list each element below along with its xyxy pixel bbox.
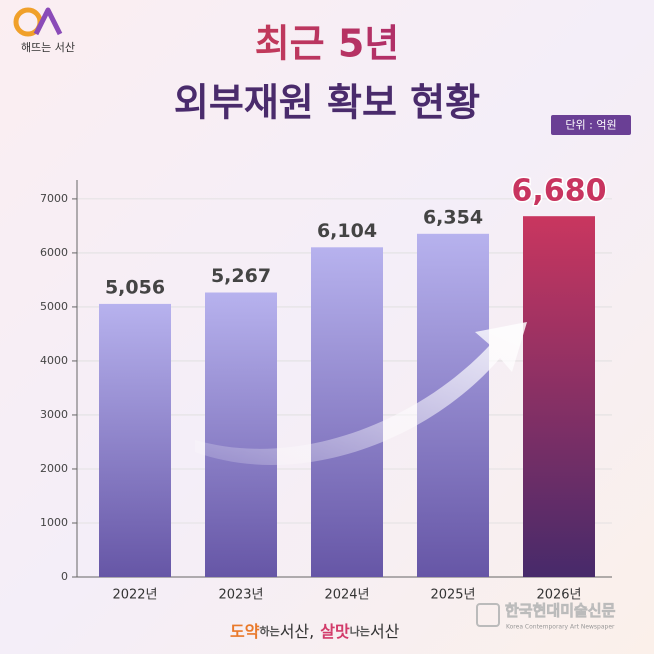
value-label: 6,354: [423, 206, 483, 228]
y-tick-label: 3000: [40, 408, 68, 421]
y-tick-label: 6000: [40, 246, 68, 259]
slogan-part: 나는: [350, 624, 370, 638]
x-tick-label: 2022년: [112, 588, 157, 603]
logo-mark: [33, 7, 63, 36]
value-label: 6,104: [317, 220, 377, 242]
slogan-part: 살맛: [320, 622, 350, 641]
slogan-part: 서산,: [280, 622, 315, 641]
x-tick-label: 2023년: [218, 588, 263, 603]
unit-badge: [551, 115, 631, 135]
unit-label: 단위 : 억원: [565, 119, 616, 132]
x-tick-label: 2024년: [324, 588, 369, 603]
trend-arrow: [195, 322, 527, 465]
publisher: 한국현대미술신문: [505, 602, 616, 620]
plot: 0 1000 2000 3000 4000 5000 6000 7000 2022년 5,056 2…: [40, 172, 612, 603]
bar: [205, 292, 277, 577]
bar: [99, 303, 171, 577]
y-tick-label: 4000: [40, 354, 68, 367]
y-tick-label: 0: [61, 570, 68, 583]
logo-text: 해뜨는 서산: [21, 40, 75, 54]
bar: [523, 216, 595, 577]
x-tick-label: 2026년: [536, 588, 581, 603]
slogan-part: 하는: [259, 624, 279, 638]
logo: 해뜨는 서산: [13, 7, 75, 54]
slogan-part: 도약: [230, 622, 260, 641]
value-label: 5,056: [105, 276, 165, 298]
slogan: 도약하는서산, 살맛나는서산: [230, 622, 400, 641]
chart-title: 최근 5년: [255, 22, 400, 66]
chart-title: 외부재원 확보 현황: [174, 81, 480, 125]
y-tick-label: 7000: [40, 192, 68, 205]
y-tick-label: 1000: [40, 516, 68, 529]
slogan-part: 서산: [370, 622, 400, 641]
y-tick-label: 2000: [40, 462, 68, 475]
publisher-en: Korea Contemporary Art Newspaper: [506, 624, 615, 631]
x-tick-label: 2025년: [430, 588, 475, 603]
value-label: 6,680: [512, 174, 607, 209]
publisher-logo: [476, 603, 500, 627]
y-tick-label: 5000: [40, 300, 68, 313]
bar: [311, 247, 383, 577]
value-label: 5,267: [211, 265, 271, 287]
